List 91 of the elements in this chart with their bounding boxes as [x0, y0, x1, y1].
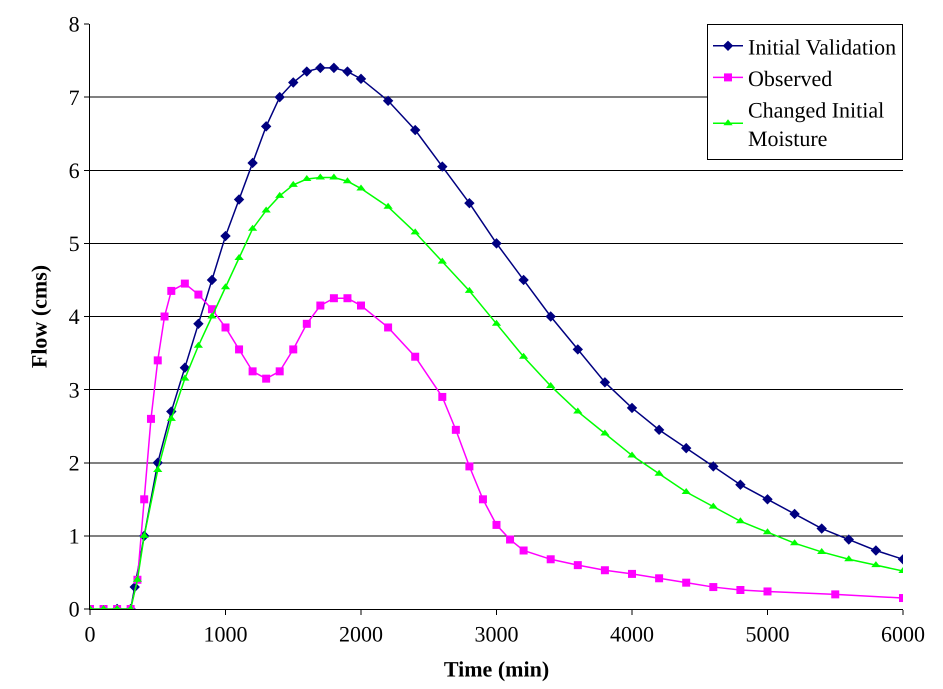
- point: [736, 586, 744, 594]
- point: [193, 318, 204, 330]
- x-tick-label: 6000: [881, 621, 925, 646]
- point: [844, 534, 854, 545]
- y-tick-label: 7: [68, 84, 80, 110]
- point: [506, 536, 514, 544]
- point: [789, 508, 800, 520]
- point: [328, 62, 340, 74]
- point: [167, 286, 176, 295]
- point: [655, 574, 664, 582]
- point: [764, 587, 772, 596]
- point: [343, 294, 352, 302]
- y-tick-label: 5: [68, 231, 80, 256]
- x-tick-label: 5000: [746, 621, 790, 646]
- point: [600, 377, 610, 388]
- point: [572, 344, 583, 355]
- point: [234, 194, 244, 205]
- point: [382, 96, 394, 106]
- point: [520, 546, 528, 554]
- point: [206, 274, 218, 286]
- point: [762, 494, 773, 505]
- point: [654, 424, 664, 436]
- point: [491, 238, 502, 249]
- point: [870, 545, 882, 556]
- point: [222, 323, 230, 332]
- point: [518, 274, 529, 286]
- y-tick-label: 6: [68, 158, 80, 183]
- legend-label: Changed Initial Moisture: [748, 98, 884, 152]
- point: [274, 92, 285, 102]
- point: [262, 374, 270, 383]
- point: [316, 302, 324, 310]
- point: [546, 311, 556, 322]
- point: [411, 352, 420, 361]
- y-tick-label: 4: [68, 304, 80, 330]
- x-tick-label: 2000: [339, 621, 383, 646]
- x-tick-label: 0: [84, 621, 96, 646]
- point: [180, 280, 189, 288]
- point: [247, 158, 258, 168]
- point: [464, 198, 475, 208]
- point: [356, 74, 366, 84]
- point: [288, 77, 298, 88]
- point: [302, 320, 311, 328]
- x-tick-label: 3000: [474, 621, 518, 646]
- point: [465, 462, 474, 470]
- x-tick-label: 4000: [610, 621, 654, 646]
- point: [628, 570, 636, 578]
- point: [276, 367, 284, 376]
- point: [452, 426, 460, 434]
- point: [708, 461, 718, 472]
- y-tick-label: 2: [68, 450, 80, 476]
- point: [289, 345, 298, 354]
- y-tick-label: 0: [68, 596, 80, 622]
- point: [437, 161, 448, 172]
- point: [735, 479, 746, 490]
- point: [816, 523, 827, 534]
- x-tick-label: 1000: [204, 621, 248, 646]
- y-tick-label: 8: [68, 12, 80, 37]
- point: [194, 290, 202, 299]
- point: [140, 495, 148, 504]
- legend-label: Observed: [748, 66, 832, 91]
- y-tick-label: 3: [68, 377, 80, 402]
- point: [342, 66, 353, 77]
- point: [160, 312, 169, 320]
- point: [146, 414, 155, 423]
- point: [492, 520, 500, 529]
- point: [478, 495, 487, 504]
- point: [260, 121, 272, 132]
- point: [682, 578, 690, 587]
- point: [410, 124, 420, 136]
- point: [709, 583, 718, 592]
- point: [626, 402, 638, 414]
- point: [384, 323, 392, 332]
- point: [235, 345, 244, 354]
- point: [248, 367, 257, 376]
- y-axis-title: Flow (cms): [26, 264, 52, 368]
- point: [831, 590, 840, 598]
- x-axis-title: Time (min): [444, 656, 550, 682]
- point: [681, 442, 692, 454]
- legend-label: Initial Validation: [748, 34, 896, 60]
- point: [574, 561, 582, 570]
- point: [220, 230, 231, 242]
- point: [438, 392, 446, 401]
- point: [315, 62, 326, 74]
- point: [600, 566, 609, 574]
- point: [154, 356, 162, 364]
- point: [330, 294, 338, 302]
- point: [180, 362, 190, 373]
- y-tick-label: 1: [68, 524, 80, 549]
- point: [302, 66, 312, 77]
- point: [546, 555, 555, 564]
- point: [357, 302, 365, 310]
